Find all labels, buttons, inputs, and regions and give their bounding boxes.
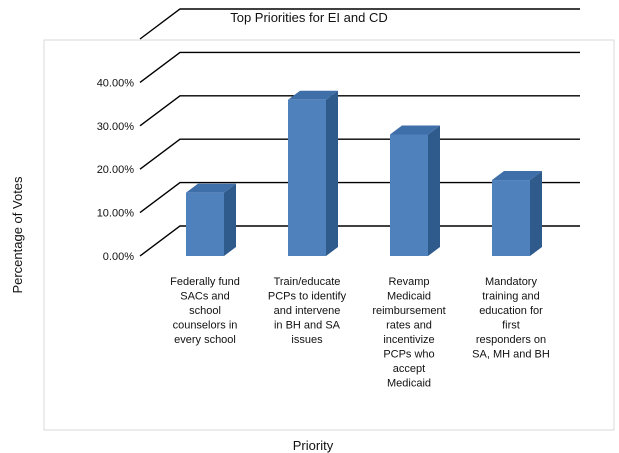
category-label-line: training and bbox=[482, 291, 540, 303]
x-category-labels: Federally fund SACs and school counselors i… bbox=[170, 276, 550, 390]
y-tick-labels: 0.00% 10.00% 20.00% 30.00% 40.00% bbox=[97, 77, 135, 263]
category-label-line: rates and bbox=[386, 320, 432, 332]
bar bbox=[390, 125, 440, 256]
gridline bbox=[139, 138, 580, 170]
bar-side bbox=[326, 90, 338, 256]
category-label-line: Medicaid bbox=[387, 378, 431, 390]
category-label-line: counselors in bbox=[173, 320, 238, 332]
gridline bbox=[139, 225, 580, 257]
category-label-line: incentivize bbox=[383, 334, 434, 346]
bar bbox=[288, 90, 338, 256]
bar-front bbox=[492, 180, 530, 256]
y-tick-label: 30.00% bbox=[97, 121, 135, 133]
y-tick-label: 20.00% bbox=[97, 164, 135, 176]
category-label-line: SA, MH and BH bbox=[472, 349, 550, 361]
gridline bbox=[139, 51, 580, 83]
category-label-line: in BH and SA bbox=[274, 320, 341, 332]
bar-side bbox=[428, 125, 440, 256]
category-label-line: Federally fund bbox=[170, 276, 240, 288]
bar-top bbox=[390, 125, 440, 135]
category-label-line: and intervene bbox=[274, 305, 341, 317]
category-label-line: Mandatory bbox=[485, 276, 537, 288]
category-label-line: PCPs who bbox=[383, 349, 434, 361]
category-label-line: Train/educate bbox=[274, 276, 341, 288]
category-label-line: responders on bbox=[476, 334, 546, 346]
category-label-line: first bbox=[502, 320, 520, 332]
category-label-line: issues bbox=[291, 334, 323, 346]
bar-front bbox=[288, 99, 326, 256]
y-axis-label: Percentage of Votes bbox=[10, 176, 25, 294]
y-tick-label: 10.00% bbox=[97, 208, 135, 220]
bar-top bbox=[186, 183, 236, 193]
gridline bbox=[139, 181, 580, 214]
category-label-line: every school bbox=[174, 334, 236, 346]
bar-front bbox=[390, 134, 428, 256]
bar-top bbox=[492, 171, 542, 181]
category-label-line: PCPs to identify bbox=[268, 291, 347, 303]
bar bbox=[492, 171, 542, 256]
bar bbox=[186, 183, 236, 256]
chart-title: Top Priorities for EI and CD bbox=[230, 10, 388, 25]
bar-front bbox=[186, 192, 224, 256]
category-label-line: SACs and bbox=[180, 291, 230, 303]
category-label-line: Medicaid bbox=[387, 291, 431, 303]
y-tick-label: 0.00% bbox=[103, 251, 134, 263]
category-label-line: reimbursement bbox=[372, 305, 445, 317]
category-label-line: accept bbox=[393, 363, 425, 375]
y-tick-label: 40.00% bbox=[97, 77, 135, 89]
category-label-line: education for bbox=[479, 305, 543, 317]
x-axis-label: Priority bbox=[293, 438, 334, 453]
x-category-label: Federally fund SACs and school counselors i… bbox=[170, 276, 240, 346]
gridline bbox=[139, 95, 580, 127]
bars bbox=[186, 90, 542, 256]
chart-frame bbox=[43, 39, 615, 431]
category-label-line: Revamp bbox=[389, 276, 430, 288]
bar-side bbox=[224, 183, 236, 256]
gridline bbox=[139, 8, 580, 40]
x-category-label: Mandatory training and education for first r… bbox=[472, 276, 550, 361]
gridlines bbox=[139, 8, 580, 257]
x-category-label: Train/educate PCPs to identify and interve… bbox=[268, 276, 347, 346]
category-label-line: school bbox=[189, 305, 221, 317]
x-category-label: Revamp Medicaid reimbursement rates and ince… bbox=[372, 276, 445, 390]
bar-top bbox=[288, 90, 338, 100]
bar-side bbox=[530, 171, 542, 256]
